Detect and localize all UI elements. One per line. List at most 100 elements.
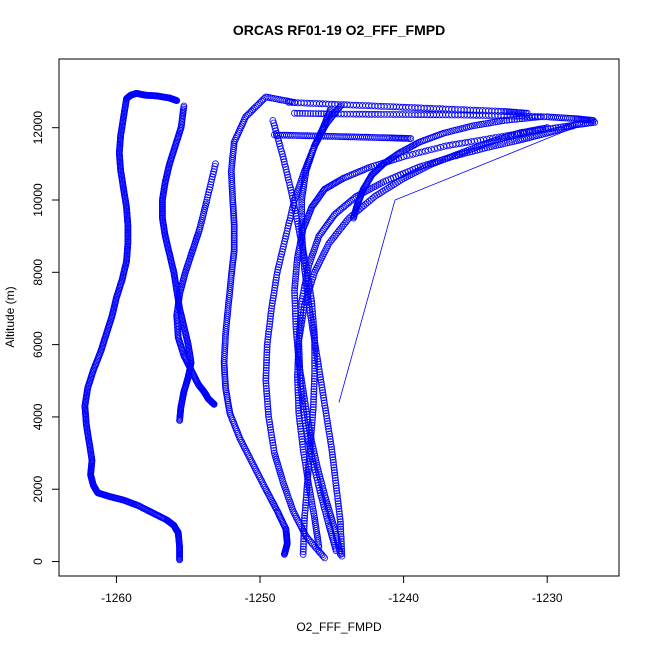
data-point <box>335 507 343 515</box>
data-point <box>333 487 341 495</box>
data-point <box>299 545 307 553</box>
data-point <box>268 436 276 444</box>
data-point <box>269 117 277 124</box>
data-point <box>291 284 299 292</box>
data-point <box>298 208 306 216</box>
data-point <box>307 311 314 319</box>
data-point <box>220 364 228 372</box>
data-point <box>298 205 306 213</box>
data-point <box>305 482 313 490</box>
data-point <box>286 217 294 225</box>
data-point <box>295 340 303 348</box>
data-point <box>378 179 386 187</box>
data-point <box>271 281 279 289</box>
chart-title: ORCAS RF01-19 O2_FFF_FMPD <box>233 22 445 38</box>
data-point <box>302 272 309 280</box>
data-point <box>291 109 298 117</box>
data-point <box>300 252 307 260</box>
data-point <box>329 456 337 464</box>
data-point <box>262 374 270 382</box>
data-point <box>266 320 274 328</box>
data-point <box>211 162 219 170</box>
data-point <box>267 307 275 315</box>
data-point <box>338 547 346 555</box>
connector-lines <box>338 118 597 403</box>
data-point <box>280 158 288 166</box>
data-point <box>294 399 302 407</box>
data-point <box>264 403 272 411</box>
data-point <box>257 476 265 484</box>
data-point <box>293 373 301 381</box>
data-point <box>293 338 301 346</box>
data-point <box>471 122 479 129</box>
data-point <box>298 234 306 242</box>
data-point <box>307 432 315 439</box>
data-point <box>207 178 215 186</box>
data-point <box>295 409 303 417</box>
data-point <box>230 247 238 255</box>
data-point <box>263 390 271 398</box>
data-point <box>275 261 283 269</box>
data-point <box>311 468 319 476</box>
data-point <box>250 462 258 470</box>
data-point <box>300 535 308 543</box>
data-point <box>300 540 307 548</box>
data-point <box>270 449 278 457</box>
data-point <box>301 267 309 275</box>
data-point <box>230 214 238 222</box>
data-point <box>262 485 270 493</box>
data-point <box>230 225 238 233</box>
data-point <box>263 343 271 351</box>
data-point <box>300 254 308 262</box>
data-point <box>291 204 299 212</box>
data-point <box>295 345 302 353</box>
data-point <box>294 378 302 386</box>
data-point <box>367 196 375 203</box>
data-point <box>316 486 324 494</box>
data-point <box>222 384 230 392</box>
data-point <box>291 294 299 302</box>
data-point <box>434 144 441 152</box>
data-point <box>326 435 334 443</box>
data-point <box>308 416 316 424</box>
data-point <box>221 370 229 377</box>
data-point <box>291 286 298 294</box>
data-point <box>391 152 399 160</box>
data-point <box>307 314 315 322</box>
data-point <box>263 387 271 395</box>
data-point <box>309 324 316 332</box>
data-point <box>306 287 314 295</box>
data-point <box>267 312 275 320</box>
data-point <box>276 258 284 266</box>
data-point <box>209 170 217 178</box>
data-point <box>319 389 327 397</box>
data-point <box>473 121 481 129</box>
data-point <box>288 189 296 197</box>
data-point <box>230 220 238 227</box>
data-point <box>317 378 325 386</box>
data-point <box>298 435 306 443</box>
data-point <box>291 207 299 215</box>
data-point <box>523 109 531 117</box>
data-point <box>301 514 308 522</box>
y-axis: 0 2000 4000 6000 8000 10000 12000 <box>31 111 60 565</box>
data-point <box>307 434 315 442</box>
data-point <box>295 404 303 412</box>
y-tick-label: 6000 <box>31 331 45 358</box>
data-point <box>303 288 311 296</box>
data-point <box>299 239 306 247</box>
x-tick-label: -1260 <box>101 591 132 605</box>
data-point <box>297 324 305 332</box>
data-point <box>318 386 326 394</box>
data-point <box>296 329 304 337</box>
data-point <box>295 402 302 410</box>
data-point <box>295 407 303 415</box>
data-point <box>314 358 322 366</box>
data-point <box>298 319 306 327</box>
data-point <box>303 469 311 477</box>
data-point <box>207 181 215 188</box>
data-point <box>301 512 309 519</box>
data-point <box>382 158 390 166</box>
data-point <box>298 229 306 236</box>
data-point <box>229 203 237 211</box>
